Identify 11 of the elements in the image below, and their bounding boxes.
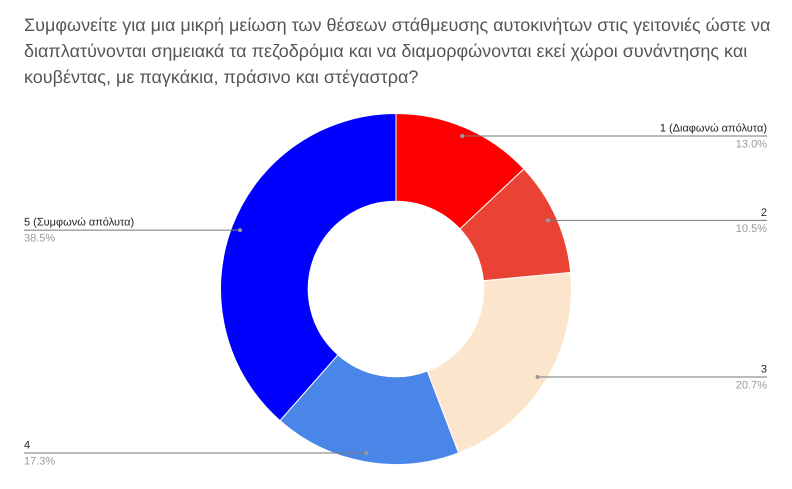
chart-title: Συμφωνείτε για μια μικρή μείωση των θέσεων στάθμευσης αυτοκινήτων στις γειτονιές ώστε να διαπλατύνονται σημειακά τα πεζοδρόμια και να διαμορφώνονται εκεί χώροι συνάντησης και κουβέντας, με παγκάκια, πράσινο και στέγαστρα?: [24, 14, 772, 89]
slice-label: 5 (Συμφωνώ απόλυτα): [24, 216, 134, 229]
slice-label: 4: [24, 440, 30, 452]
slice-label: 2: [760, 206, 767, 219]
data-label: 10.5%: [736, 222, 768, 235]
data-label: 17.3%: [24, 456, 56, 468]
data-label: 20.7%: [736, 380, 768, 392]
slice-label: 1 (Διαφωνώ απόλυτα): [660, 122, 767, 135]
data-label: 13.0%: [736, 138, 768, 151]
slice-label: 3: [760, 364, 767, 376]
data-label: 38.5%: [24, 232, 56, 245]
